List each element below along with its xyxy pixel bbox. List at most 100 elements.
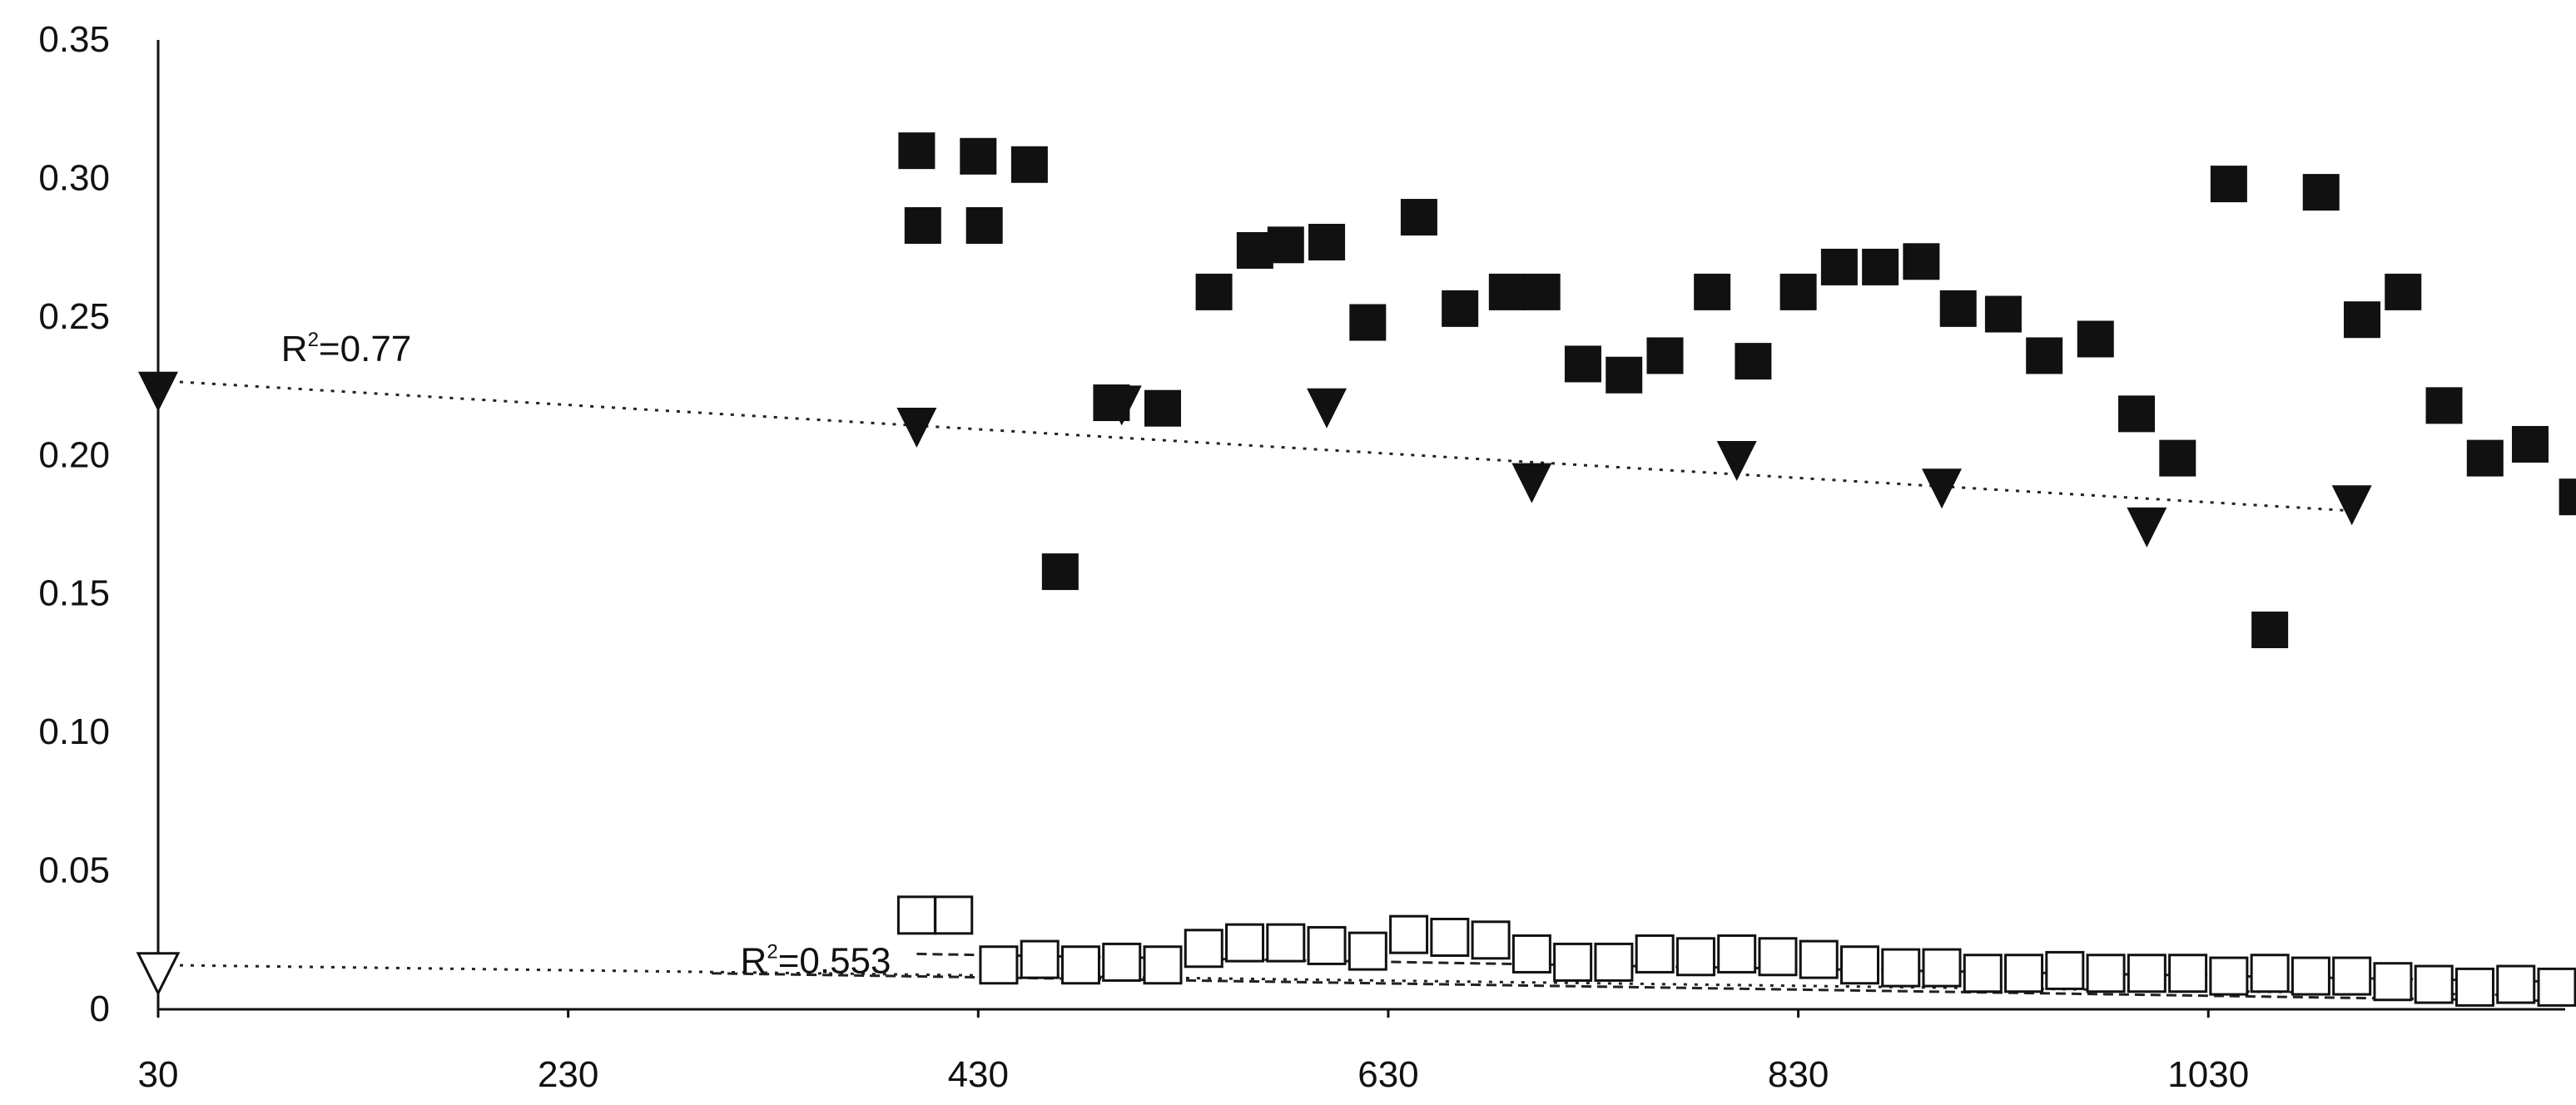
open-square-point: [1758, 937, 1798, 977]
filled-square-point: [1267, 226, 1304, 264]
open-square-point: [1225, 923, 1265, 963]
open-square-point: [2373, 962, 2413, 1002]
filled-square-point: [904, 207, 941, 245]
open-square-point: [1102, 942, 1142, 982]
open-square-point: [1430, 917, 1470, 957]
filled-square-point: [1041, 553, 1079, 591]
filled-square-point: [1349, 304, 1387, 341]
y-tick-label: 0.20: [38, 434, 110, 475]
trendline: [157, 379, 2352, 513]
open-square-point: [1594, 942, 1634, 982]
y-tick-label: 0.15: [38, 573, 110, 614]
filled-square-point: [2210, 166, 2247, 203]
filled-square-point: [1779, 273, 1817, 310]
open-square-point: [1389, 914, 1429, 954]
filled-square-point: [2026, 337, 2063, 374]
open-square-point: [1799, 939, 1839, 979]
open-square-point: [1143, 945, 1183, 985]
open-square-point: [2127, 954, 2167, 994]
y-tick-label: 0: [90, 989, 110, 1029]
filled-square-point: [1646, 337, 1684, 374]
open-square-point: [1635, 934, 1675, 974]
filled-square-point: [1984, 295, 2022, 333]
y-tick-label: 0.10: [38, 711, 110, 752]
filled-square-point: [1236, 231, 1273, 269]
open-square-point: [2332, 956, 2372, 996]
trendline: [712, 972, 2558, 1003]
filled-triangle-point: [1922, 468, 1963, 509]
filled-triangle-point: [1307, 388, 1348, 429]
filled-square-point: [1694, 273, 1731, 310]
filled-square-point: [2251, 611, 2289, 648]
open-square-point: [1307, 925, 1347, 965]
filled-square-point: [1564, 345, 1601, 383]
open-square-point: [2454, 967, 2494, 1007]
open-square-point: [2086, 954, 2126, 994]
x-tick-label: 830: [1768, 1054, 1829, 1095]
r-squared-label: R2=0.553: [741, 941, 891, 982]
filled-square-point: [1939, 290, 1977, 327]
filled-square-point: [898, 132, 936, 170]
filled-square-point: [2511, 425, 2549, 463]
open-square-point: [1839, 945, 1879, 985]
filled-square-point: [965, 207, 1003, 245]
filled-square-point: [1144, 389, 1181, 427]
open-square-point: [2250, 954, 2290, 994]
open-square-point: [2414, 964, 2454, 1004]
filled-square-point: [1308, 223, 1346, 260]
y-tick-label: 0.30: [38, 157, 110, 198]
open-square-point: [1717, 934, 1757, 974]
open-square-point: [979, 945, 1019, 985]
open-square-point: [1184, 929, 1223, 969]
x-tick-label: 430: [948, 1054, 1009, 1095]
open-square-point: [2168, 954, 2208, 994]
y-tick-label: 0.25: [38, 296, 110, 337]
open-square-point: [1266, 923, 1306, 963]
open-square-point: [1020, 939, 1060, 979]
x-tick-label: 230: [538, 1054, 598, 1095]
open-square-point: [2537, 967, 2576, 1007]
x-tick-label: 30: [138, 1054, 179, 1095]
open-square-point: [1922, 948, 1962, 988]
filled-square-point: [2385, 273, 2422, 310]
filled-square-point: [1606, 356, 1643, 394]
filled-triangle-point: [1101, 385, 1142, 426]
open-square-point: [1348, 931, 1387, 971]
filled-square-point: [2559, 478, 2576, 516]
open-square-point: [1881, 948, 1921, 988]
filled-square-point: [2466, 439, 2504, 477]
filled-square-point: [1820, 248, 1858, 285]
filled-square-point: [1488, 273, 1526, 310]
trendlines: [157, 379, 2558, 1003]
filled-triangle-point: [138, 371, 178, 412]
filled-square-point: [1442, 290, 1479, 327]
axes: [156, 40, 2565, 1018]
y-tick-label: 0.35: [38, 19, 110, 60]
filled-square-point: [1400, 199, 1437, 236]
filled-square-point: [2302, 174, 2340, 211]
open-square-point: [2496, 964, 2536, 1004]
filled-square-point: [960, 137, 997, 175]
annotations: R2=0.77 R2=0.553: [281, 329, 891, 982]
open-square-point: [2004, 954, 2044, 994]
x-tick-label: 630: [1357, 1054, 1418, 1095]
tick-labels: 30 230 430 630 830 1030 0 0.05 0.10 0.15 0.20 0.25 0…: [38, 19, 2249, 1095]
x-tick-label: 1030: [2167, 1054, 2249, 1095]
filled-triangle-point: [2127, 507, 2167, 548]
open-square-point: [2209, 956, 2249, 996]
filled-triangle-point: [896, 408, 937, 448]
filled-triangle-point: [1716, 440, 1757, 481]
open-square-point: [934, 895, 974, 935]
open-square-point: [2045, 950, 2085, 990]
filled-square-point: [1523, 273, 1561, 310]
open-square-point: [2291, 956, 2330, 996]
filled-square-point: [1862, 248, 1899, 285]
open-triangle-point: [136, 952, 181, 997]
filled-square-point: [2343, 301, 2380, 339]
filled-square-point: [2077, 320, 2114, 358]
filled-square-point: [1010, 146, 1048, 183]
open-square-point: [1511, 934, 1551, 974]
open-square-point: [1963, 954, 2003, 994]
